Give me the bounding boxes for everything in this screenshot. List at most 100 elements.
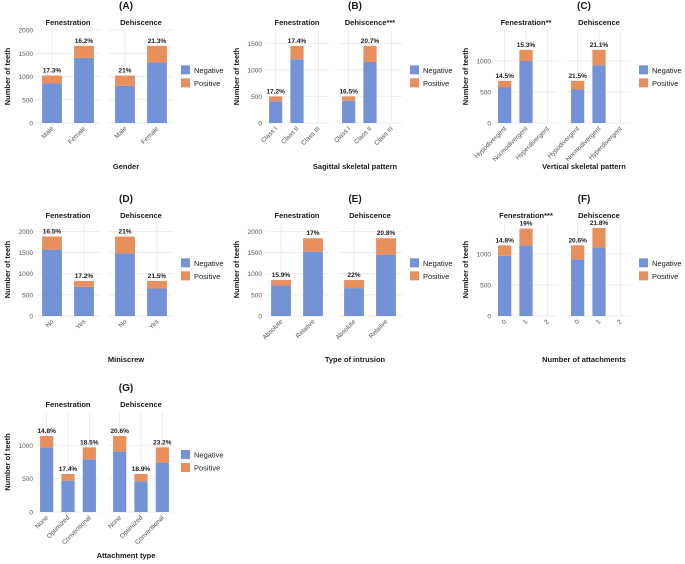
bar-negative (519, 61, 533, 123)
bar-positive (155, 447, 169, 463)
x-tick-label: Class I (260, 125, 279, 144)
x-tick-label: Male (40, 125, 55, 140)
data-label: 21.5% (568, 73, 587, 80)
bar-positive (82, 447, 96, 460)
legend-swatch-positive (181, 463, 190, 472)
y-tick-label: 1000 (477, 252, 492, 259)
x-tick-label: None (107, 514, 123, 530)
legend-swatch-negative (181, 450, 190, 459)
x-tick-label: Yes (75, 318, 88, 331)
legend-swatch-negative (410, 258, 419, 268)
panel-fenestration: Fenestration*** 14.8% 0 19% 1 7.8% 2 (494, 0, 558, 326)
bar-negative (115, 85, 135, 123)
bar-positive (344, 280, 364, 289)
bar-positive (592, 49, 606, 66)
x-tick-label: Relative (368, 318, 390, 340)
panel-title: Dehiscence (349, 211, 391, 220)
bar-positive (363, 45, 377, 62)
legend-label-positive: Positive (652, 79, 678, 88)
data-label: 23.2% (153, 439, 172, 446)
panel-fenestration: Fenestration14.8%None17.4%Optimized18.5%… (34, 400, 100, 546)
bar-negative (592, 65, 606, 123)
data-label: 21% (118, 229, 131, 236)
data-label: 18.5% (80, 439, 99, 446)
bar-negative (147, 288, 167, 316)
y-axis-label: Number of teeth (3, 433, 12, 491)
bar-negative (61, 480, 75, 512)
legend: Negative Positive (410, 65, 453, 88)
data-label: 18.9% (132, 466, 151, 473)
legend: Negative Positive (410, 258, 453, 281)
y-tick-label: 2000 (248, 229, 263, 236)
panel-title: Fenestration*** (499, 211, 553, 220)
x-axis-label: Number of attachments (542, 355, 626, 364)
bar-positive (147, 45, 167, 63)
bar-positive (147, 280, 167, 289)
panel-dehiscence: Dehiscence*** 16.5% Class I 20.7% Class II 25… (333, 0, 402, 147)
bar-negative (363, 61, 377, 123)
y-tick-label: 0 (258, 121, 262, 128)
y-tick-label: 0 (487, 121, 491, 128)
x-tick-label: No (45, 318, 56, 329)
legend-label-negative: Negative (423, 259, 453, 268)
y-tick-label: 0 (29, 121, 33, 128)
y-tick-label: 1500 (248, 41, 263, 48)
bar-negative (344, 288, 364, 316)
chart-b: (B)Number of teeth050010001500Fenestrati… (232, 0, 453, 171)
legend-label-negative: Negative (194, 451, 224, 460)
legend-swatch-positive (410, 78, 419, 88)
x-tick-label: Female (140, 125, 161, 146)
y-tick-label: 1000 (19, 74, 34, 81)
bar-negative (113, 451, 127, 512)
x-tick-label: Class III (373, 125, 395, 147)
legend-label-negative: Negative (652, 66, 682, 75)
bar-positive (342, 96, 356, 101)
bar-negative (115, 253, 135, 316)
panel-title: Fenestration (274, 211, 319, 220)
data-label: 21.8% (590, 220, 609, 227)
legend-label-positive: Positive (194, 272, 220, 281)
panel-title: Fenestration (45, 400, 90, 409)
chart-letter: (A) (119, 1, 133, 12)
chart-c: (C) Number of teeth 0 500 1000 Fenestration**… (461, 0, 682, 171)
x-tick-label: No (118, 318, 129, 329)
legend-swatch-negative (181, 258, 190, 268)
legend-swatch-positive (181, 271, 190, 281)
x-tick-label: Yes (148, 318, 161, 331)
data-label: 21.1% (590, 42, 609, 49)
x-tick-label: 0 (574, 318, 582, 326)
legend-swatch-negative (181, 65, 190, 75)
y-tick-label: 1000 (19, 271, 34, 278)
y-tick-label: 500 (480, 283, 491, 290)
data-label: 14.8% (495, 237, 514, 244)
bar-negative (147, 62, 167, 123)
legend-label-negative: Negative (194, 66, 224, 75)
y-tick-label: 1000 (248, 67, 263, 74)
bar-positive (42, 75, 62, 84)
panel-dehiscence: Dehiscence 21% Male 21.3% Female (109, 18, 173, 146)
x-axis-label: Gender (113, 162, 139, 171)
bar-positive (498, 245, 512, 256)
panel-fenestration: Fenestration 15.9% Absolute 17% Relative (262, 211, 329, 341)
x-tick-label: Absolute (262, 318, 285, 341)
bar-positive (592, 227, 606, 248)
panel-title: Dehiscence*** (345, 18, 396, 27)
legend-swatch-negative (410, 65, 419, 75)
bar-positive (40, 436, 54, 448)
bar-negative (74, 57, 94, 123)
x-tick-label: 1 (522, 318, 530, 326)
bar-negative (269, 101, 283, 123)
x-tick-label: 2 (543, 318, 551, 326)
chart-letter: (D) (119, 194, 133, 205)
bar-negative (155, 462, 169, 512)
data-label: 14.8% (37, 428, 56, 435)
panel-title: Fenestration (45, 18, 90, 27)
chart-letter: (C) (577, 1, 591, 12)
y-tick-label: 2000 (19, 229, 34, 236)
legend-swatch-negative (639, 65, 648, 75)
x-tick-label: Class III (300, 125, 322, 147)
legend-label-positive: Positive (194, 79, 220, 88)
data-label: 17.4% (288, 38, 307, 45)
data-label: 17.4% (59, 466, 78, 473)
